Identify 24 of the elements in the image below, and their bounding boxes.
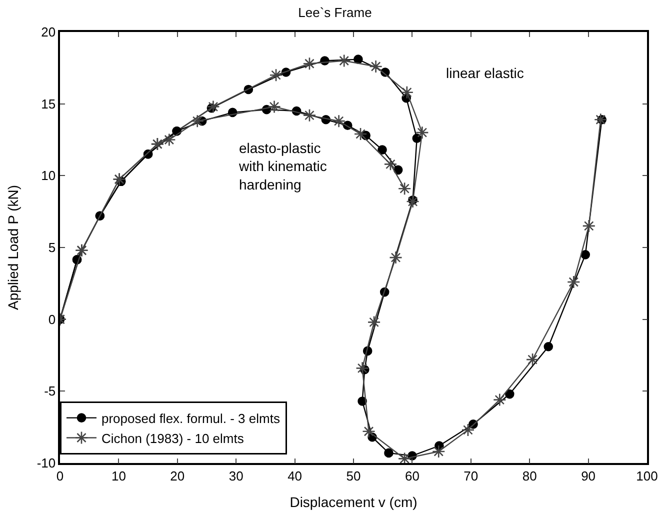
- x-tick-label: 10: [111, 468, 126, 484]
- y-tick-label: 5: [48, 240, 56, 256]
- legend-label: Cichon (1983) - 10 elmts: [102, 430, 244, 446]
- y-tick-label: -5: [44, 384, 56, 399]
- y-tick-label: 10: [41, 168, 56, 184]
- x-tick-label: 40: [288, 468, 302, 484]
- annotation: elasto-plastic with kinematic hardening: [238, 140, 327, 192]
- x-tick-label: 70: [464, 468, 478, 484]
- x-tick-label: 20: [170, 468, 185, 484]
- y-tick-label: 15: [41, 96, 56, 112]
- x-tick-label: 30: [228, 468, 244, 484]
- y-tick-label: -10: [36, 456, 56, 471]
- x-tick-label: 90: [581, 468, 596, 484]
- x-tick-label: 50: [346, 468, 361, 484]
- y-tick-label: 0: [48, 312, 56, 327]
- x-tick-label: 60: [404, 468, 420, 484]
- y-tick-label: 20: [41, 24, 56, 40]
- x-axis-title: Displacement v (cm): [290, 494, 418, 510]
- chart-title: Lee`s Frame: [298, 4, 372, 20]
- annotation: linear elastic: [446, 65, 524, 81]
- y-axis-title: Applied Load P (kN): [4, 184, 21, 310]
- x-tick-label: 80: [522, 468, 537, 484]
- legend-label: proposed flex. formul. - 3 elmts: [102, 410, 280, 426]
- x-tick-label: 100: [636, 468, 658, 484]
